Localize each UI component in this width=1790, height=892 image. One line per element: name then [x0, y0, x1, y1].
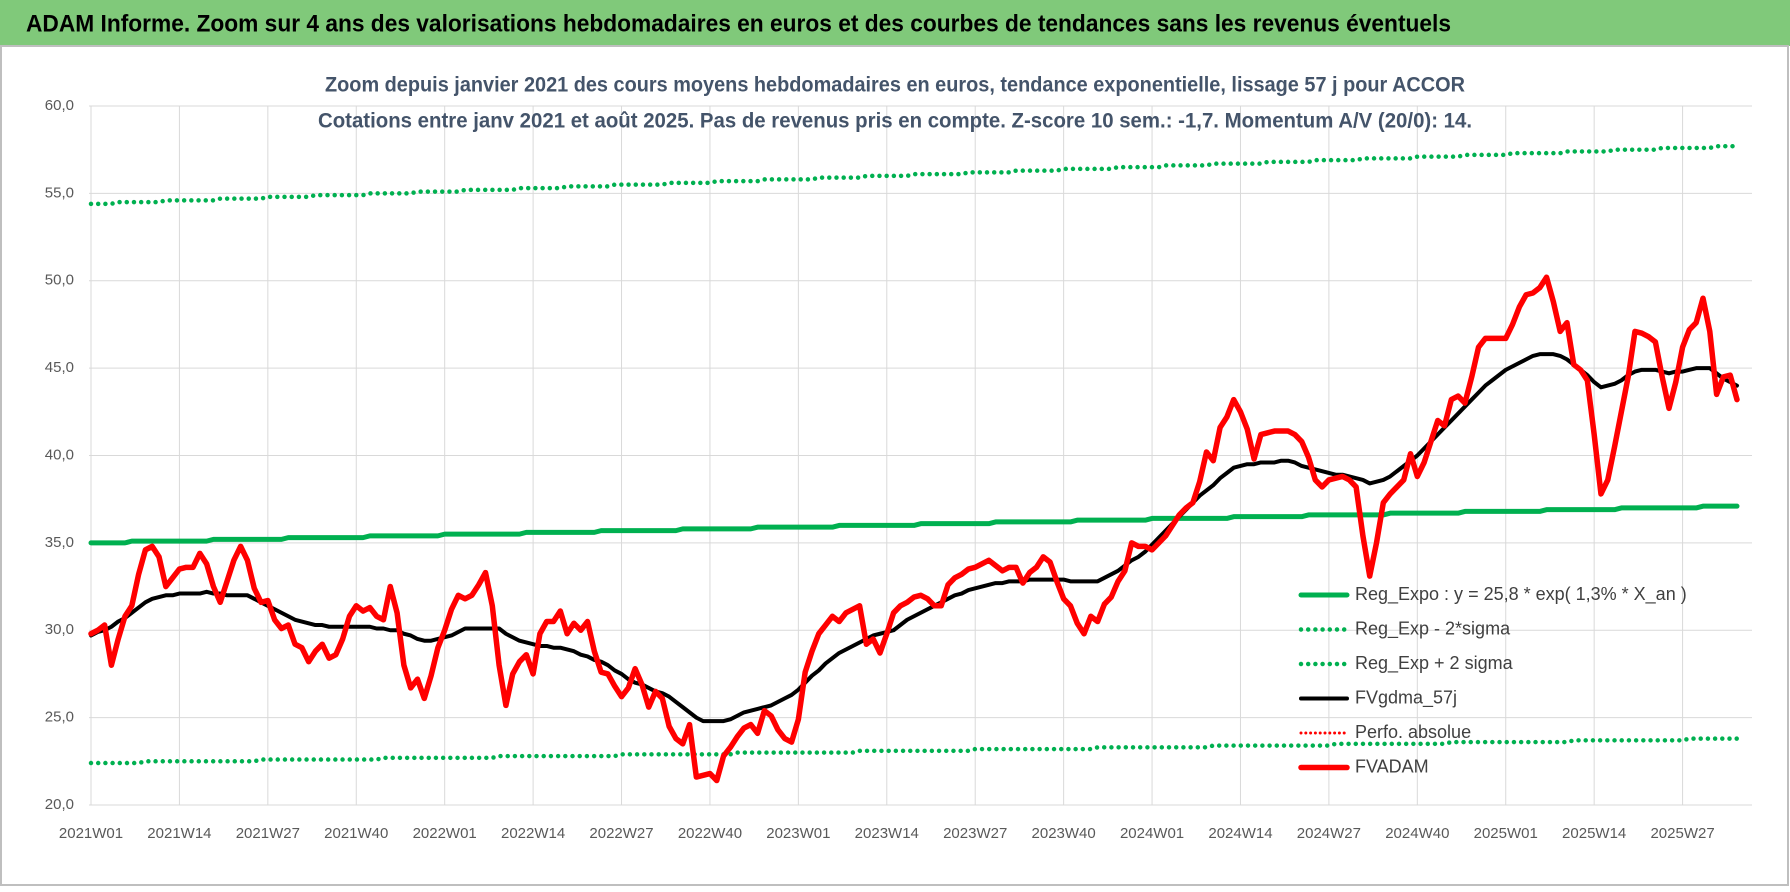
x-tick-label: 2025W01	[1474, 825, 1538, 842]
series-line	[88, 143, 1740, 207]
y-tick-label: 50,0	[45, 272, 74, 289]
x-tick-label: 2024W14	[1208, 825, 1272, 842]
legend-label: Reg_Expo : y = 25,8 * exp( 1,3% * X_an )	[1355, 584, 1687, 605]
x-tick-label: 2021W27	[236, 825, 300, 842]
series-line	[88, 503, 1740, 546]
legend-label: Reg_Exp + 2 sigma	[1355, 653, 1514, 674]
series-line	[88, 736, 1740, 766]
series-line	[88, 274, 1740, 784]
header-title: ADAM Informe. Zoom sur 4 ans des valoris…	[26, 10, 1451, 37]
y-tick-label: 45,0	[45, 359, 74, 376]
x-tick-label: 2025W14	[1562, 825, 1626, 842]
header-band	[0, 0, 1790, 46]
x-tick-label: 2022W27	[589, 825, 653, 842]
frame	[0, 45, 1789, 886]
y-tick-label: 55,0	[45, 184, 74, 201]
y-tick-label: 20,0	[45, 796, 74, 813]
x-tick-label: 2024W40	[1385, 825, 1449, 842]
x-tick-label: 2023W40	[1032, 825, 1096, 842]
chart-title: Zoom depuis janvier 2021 des cours moyen…	[325, 74, 1465, 97]
x-tick-label: 2022W14	[501, 825, 565, 842]
y-tick-label: 25,0	[45, 709, 74, 726]
series-line	[89, 352, 1739, 724]
y-tick-label: 30,0	[45, 621, 74, 638]
grid: 20,0 25,0 30,0 35,0 40,0 45,0 50,0 55,0 60,0 2021…	[45, 97, 1752, 842]
x-tick-label: 2021W40	[324, 825, 388, 842]
legend-label: Perfo. absolue	[1355, 722, 1471, 742]
x-tick-label: 2021W01	[59, 825, 123, 842]
plot-area	[88, 143, 1740, 784]
x-tick-label: 2024W27	[1297, 825, 1361, 842]
y-tick-label: 40,0	[45, 446, 74, 463]
y-tick-label: 35,0	[45, 534, 74, 551]
x-tick-label: 2023W01	[766, 825, 830, 842]
x-tick-label: 2023W27	[943, 825, 1007, 842]
y-tick-label: 60,0	[45, 97, 74, 114]
x-tick-label: 2022W40	[678, 825, 742, 842]
x-tick-label: 2021W14	[147, 825, 211, 842]
x-tick-label: 2023W14	[855, 825, 919, 842]
legend-label: Reg_Exp - 2*sigma	[1355, 618, 1511, 639]
legend: Reg_Expo : y = 25,8 * exp( 1,3% * X_an )…	[1298, 584, 1687, 776]
x-tick-label: 2022W01	[413, 825, 477, 842]
legend-label: FVgdma_57j	[1355, 687, 1457, 708]
x-tick-label: 2024W01	[1120, 825, 1184, 842]
x-tick-label: 2025W27	[1650, 825, 1714, 842]
legend-label: FVADAM	[1355, 756, 1429, 776]
chart-subtitle: Cotations entre janv 2021 et août 2025. …	[318, 110, 1472, 133]
